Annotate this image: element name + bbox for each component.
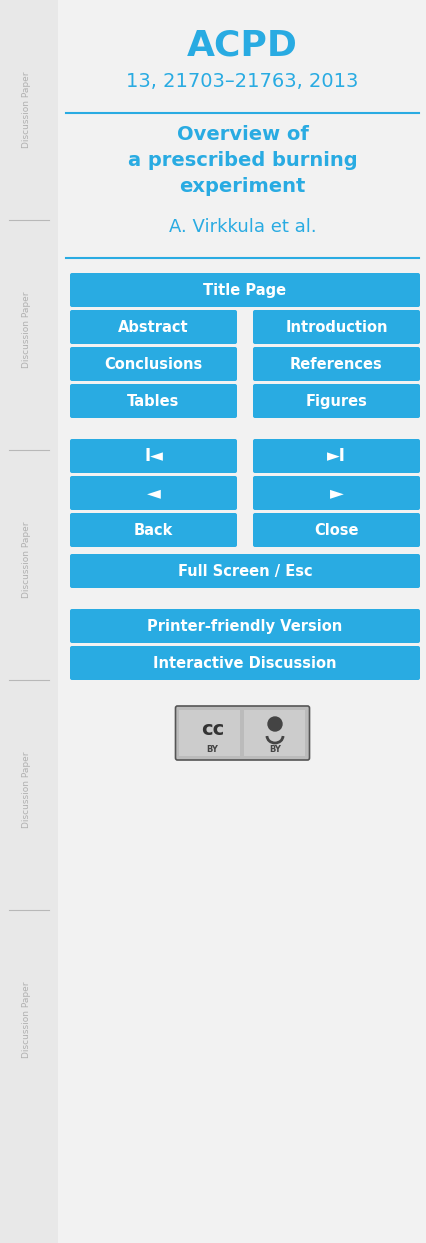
- Bar: [58, 0, 426, 1243]
- Text: Full Screen / Esc: Full Screen / Esc: [177, 563, 311, 578]
- Text: Title Page: Title Page: [203, 282, 286, 297]
- Text: ACPD: ACPD: [187, 29, 297, 62]
- Text: Abstract: Abstract: [118, 319, 188, 334]
- Bar: [0, 0, 58, 1243]
- Text: BY: BY: [268, 745, 280, 753]
- FancyBboxPatch shape: [175, 706, 309, 759]
- FancyBboxPatch shape: [70, 609, 419, 643]
- FancyBboxPatch shape: [70, 554, 419, 588]
- FancyBboxPatch shape: [70, 513, 236, 547]
- Text: experiment: experiment: [179, 177, 305, 196]
- FancyBboxPatch shape: [70, 476, 236, 510]
- Text: Tables: Tables: [127, 394, 179, 409]
- Text: I◄: I◄: [144, 447, 163, 465]
- Text: Discussion Paper: Discussion Paper: [22, 292, 31, 368]
- Text: Close: Close: [314, 522, 358, 537]
- Bar: [244, 710, 305, 756]
- FancyBboxPatch shape: [70, 439, 236, 474]
- FancyBboxPatch shape: [70, 310, 236, 344]
- FancyBboxPatch shape: [253, 513, 419, 547]
- Bar: [179, 710, 240, 756]
- FancyBboxPatch shape: [70, 384, 236, 418]
- FancyBboxPatch shape: [70, 347, 236, 382]
- Text: References: References: [289, 357, 382, 372]
- Circle shape: [268, 717, 281, 731]
- Text: BY: BY: [206, 745, 218, 753]
- Text: cc: cc: [201, 720, 224, 738]
- Text: A. Virkkula et al.: A. Virkkula et al.: [168, 218, 316, 236]
- Text: Back: Back: [133, 522, 173, 537]
- Text: Discussion Paper: Discussion Paper: [22, 72, 31, 148]
- Text: ►I: ►I: [326, 447, 345, 465]
- FancyBboxPatch shape: [70, 273, 419, 307]
- Text: Overview of: Overview of: [176, 126, 308, 144]
- FancyBboxPatch shape: [253, 476, 419, 510]
- Text: a prescribed burning: a prescribed burning: [127, 150, 357, 170]
- Text: ◄: ◄: [146, 484, 160, 502]
- FancyBboxPatch shape: [70, 646, 419, 680]
- Text: ►: ►: [329, 484, 343, 502]
- Text: Interactive Discussion: Interactive Discussion: [153, 655, 336, 670]
- FancyBboxPatch shape: [253, 347, 419, 382]
- Text: 13, 21703–21763, 2013: 13, 21703–21763, 2013: [126, 72, 358, 91]
- Text: Printer-friendly Version: Printer-friendly Version: [147, 619, 342, 634]
- FancyBboxPatch shape: [253, 310, 419, 344]
- Text: Introduction: Introduction: [285, 319, 387, 334]
- Text: Figures: Figures: [305, 394, 367, 409]
- FancyBboxPatch shape: [253, 384, 419, 418]
- Text: Conclusions: Conclusions: [104, 357, 202, 372]
- Text: Discussion Paper: Discussion Paper: [22, 752, 31, 828]
- Text: Discussion Paper: Discussion Paper: [22, 982, 31, 1058]
- FancyBboxPatch shape: [253, 439, 419, 474]
- Text: Discussion Paper: Discussion Paper: [22, 522, 31, 598]
